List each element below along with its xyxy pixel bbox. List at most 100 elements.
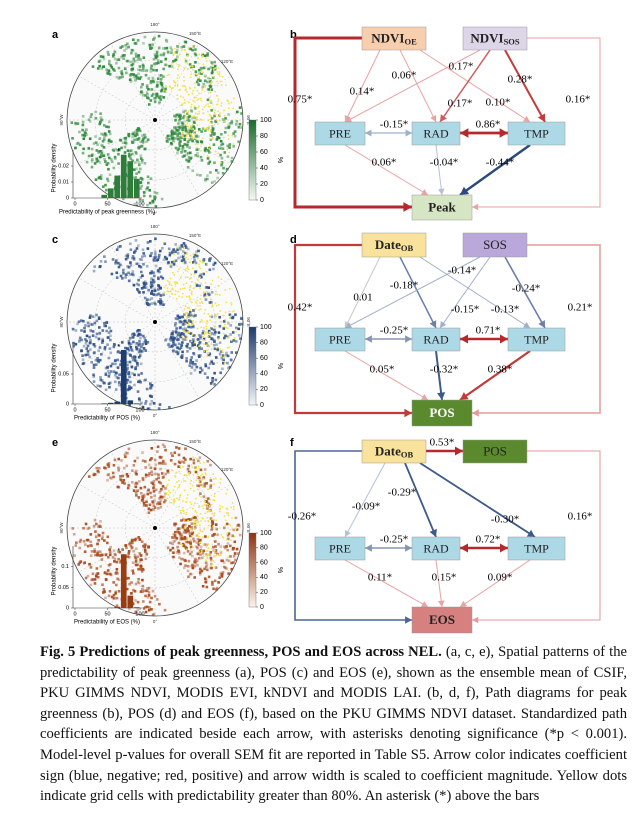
land-cell	[181, 460, 184, 463]
land-cell	[158, 100, 161, 104]
land-cell	[203, 543, 207, 546]
arrow-line	[344, 350, 429, 401]
high-predictability-dot	[179, 95, 182, 98]
high-predictability-dot	[204, 336, 207, 339]
land-cell	[222, 561, 226, 564]
land-cell	[129, 263, 133, 267]
land-cell	[228, 544, 232, 548]
high-predictability-dot	[211, 303, 214, 306]
path-arrow	[419, 462, 536, 538]
land-cell	[98, 550, 102, 554]
high-predictability-dot	[199, 474, 202, 477]
high-predictability-dot	[230, 314, 233, 317]
high-predictability-dot	[208, 105, 211, 108]
land-cell	[205, 500, 208, 503]
land-cell	[142, 340, 146, 344]
land-cell	[234, 558, 237, 562]
land-cell	[140, 145, 143, 148]
land-cell	[88, 137, 92, 141]
land-cell	[217, 542, 220, 546]
land-cell	[121, 270, 125, 274]
land-cell	[143, 254, 147, 258]
high-predictability-dot	[173, 485, 176, 488]
land-cell	[169, 451, 173, 455]
land-cell	[162, 500, 166, 504]
path-coefficient: -0.15*	[380, 119, 408, 131]
land-cell	[107, 130, 111, 133]
land-cell	[188, 534, 192, 538]
land-cell	[208, 84, 212, 88]
high-predictability-dot	[200, 551, 203, 554]
land-cell	[179, 125, 183, 128]
arrow-line	[344, 144, 429, 196]
land-cell	[143, 379, 146, 382]
high-predictability-dot	[172, 54, 175, 57]
land-cell	[186, 346, 190, 349]
land-cell	[232, 339, 236, 342]
land-cell	[135, 172, 138, 175]
high-predictability-dot	[197, 57, 199, 60]
land-cell	[218, 341, 222, 345]
land-cell	[216, 176, 219, 180]
land-cell	[181, 128, 184, 132]
land-cell	[159, 499, 163, 502]
land-cell	[200, 130, 203, 133]
land-cell	[201, 584, 205, 588]
arrow-head	[429, 320, 437, 328]
land-cell	[115, 61, 118, 65]
land-cell	[151, 278, 155, 282]
land-cell	[188, 525, 191, 528]
land-cell	[128, 242, 132, 246]
high-predictability-dot	[230, 506, 233, 509]
land-cell	[101, 329, 105, 332]
land-cell	[134, 469, 138, 473]
land-cell	[198, 456, 202, 459]
land-cell	[160, 82, 164, 85]
land-cell	[217, 581, 220, 584]
land-cell	[147, 288, 150, 292]
land-cell	[193, 127, 196, 130]
hist-asterisk: *	[117, 344, 120, 351]
land-cell	[126, 347, 129, 351]
land-cell	[142, 136, 146, 140]
land-cell	[139, 333, 143, 337]
colorbar-tick-label: 0	[260, 604, 264, 611]
high-predictability-dot	[209, 319, 212, 322]
caption: Fig. 5 Predictions of peak greenness, PO…	[40, 642, 627, 807]
land-cell	[136, 555, 140, 559]
land-cell	[152, 271, 155, 274]
land-cell	[159, 74, 163, 77]
land-cell	[161, 485, 165, 488]
land-cell	[209, 486, 212, 489]
high-predictability-dot	[216, 71, 219, 73]
land-cell	[187, 575, 190, 579]
land-cell	[139, 380, 142, 384]
land-cell	[77, 340, 81, 343]
land-cell	[200, 369, 204, 372]
high-predictability-dot	[198, 309, 201, 311]
land-cell	[199, 335, 202, 339]
land-cell	[131, 254, 135, 258]
land-cell	[218, 324, 222, 328]
land-cell	[221, 147, 225, 150]
high-predictability-dot	[186, 317, 189, 320]
land-cell	[182, 551, 186, 555]
high-predictability-dot	[184, 305, 187, 308]
high-predictability-dot	[176, 94, 179, 97]
land-cell	[188, 310, 192, 314]
high-predictability-dot	[200, 99, 203, 102]
land-cell	[91, 330, 95, 333]
land-cell	[188, 63, 192, 66]
land-cell	[85, 128, 88, 131]
land-cell	[180, 557, 183, 561]
high-predictability-dot	[170, 501, 173, 504]
land-cell	[96, 575, 100, 579]
land-cell	[173, 523, 176, 526]
land-cell	[124, 455, 127, 459]
land-cell	[205, 482, 208, 485]
path-coefficient: -0.30*	[491, 514, 519, 526]
high-predictability-dot	[198, 506, 200, 509]
land-cell	[203, 482, 207, 486]
high-predictability-dot	[230, 101, 233, 104]
land-cell	[201, 331, 205, 335]
